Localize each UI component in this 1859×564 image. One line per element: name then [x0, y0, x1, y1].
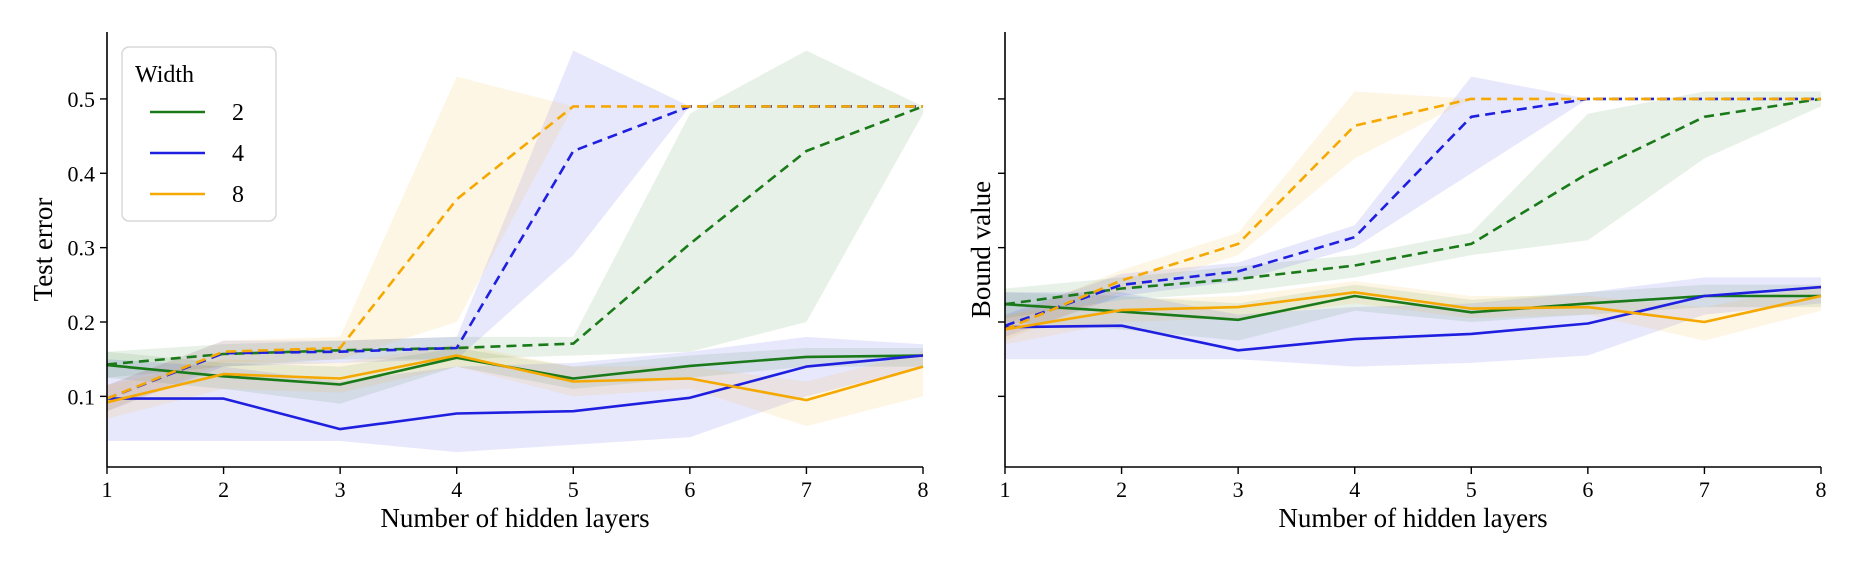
legend-title: Width: [135, 62, 194, 88]
legend-label-4: 4: [232, 141, 244, 167]
x-tick-label-test-error: 8: [918, 477, 929, 502]
line-test-error-w4-solid: [107, 354, 924, 431]
y-tick-label-test-error: 0.2: [68, 310, 96, 335]
band-bound-value-w2-dashed: [1005, 91, 1821, 319]
x-tick-label-test-error: 7: [801, 477, 812, 502]
x-tick-label-test-error: 2: [218, 477, 229, 502]
x-tick-label-test-error: 5: [568, 477, 579, 502]
legend-label-8: 8: [232, 182, 244, 208]
x-tick-label-test-error: 1: [102, 477, 113, 502]
x-axis-label-bound-value: Number of hidden layers: [1278, 503, 1547, 533]
y-tick-label-test-error: 0.4: [68, 161, 96, 186]
x-tick-label-bound-value: 6: [1582, 477, 1593, 502]
band-test-error-w2-dashed: [107, 50, 923, 378]
x-tick-label-bound-value: 7: [1699, 477, 1710, 502]
x-axis-label-test-error: Number of hidden layers: [380, 503, 649, 533]
y-axis-label-test-error: Test error: [28, 198, 58, 302]
x-tick-label-bound-value: 5: [1466, 477, 1477, 502]
x-tick-label-test-error: 4: [451, 477, 462, 502]
band-bound-value-w4-dashed: [1005, 76, 1821, 337]
band-test-error-w8-dashed: [107, 76, 923, 412]
line-bound-value-w2-solid: [1004, 294, 1821, 322]
x-tick-label-bound-value: 8: [1816, 477, 1827, 502]
line-test-error-w8-solid: [106, 354, 924, 404]
band-test-error-w2-solid: [107, 348, 923, 404]
band-bound-value-w8-solid: [1005, 281, 1821, 345]
band-test-error-w4-solid: [107, 336, 923, 453]
panel-test-error: 1 2 3 4 5 6 7 8 0.1 0.2 0.3 0.4 0.5 Number of hidden …: [28, 32, 929, 533]
line-bound-value-w4-dashed: [1004, 97, 1821, 327]
legend-label-2: 2: [232, 100, 244, 126]
band-test-error-w4-dashed: [107, 50, 923, 412]
band-bound-value-w2-solid: [1005, 284, 1821, 341]
y-axis-label-bound-value: Bound value: [966, 181, 996, 318]
panel-bound-value: 1 2 3 4 5 6 7 8 Number of hidden layers Bound val…: [966, 32, 1827, 533]
legend: Width 2 4 8: [121, 46, 277, 222]
x-tick-label-bound-value: 2: [1116, 477, 1127, 502]
x-tick-label-test-error: 6: [684, 477, 695, 502]
line-bound-value-w8-solid: [1004, 290, 1822, 331]
band-test-error-w8-solid: [107, 344, 923, 427]
x-tick-label-bound-value: 4: [1349, 477, 1360, 502]
line-bound-value-w8-dashed: [1004, 97, 1821, 331]
legend-box: [121, 46, 277, 222]
x-tick-label-bound-value: 3: [1233, 477, 1244, 502]
line-test-error-w8-dashed: [106, 105, 923, 400]
line-bound-value-w2-dashed: [1004, 97, 1822, 306]
y-tick-label-test-error: 0.3: [68, 236, 96, 261]
y-tick-label-test-error: 0.1: [68, 384, 96, 409]
x-tick-label-bound-value: 1: [1000, 477, 1011, 502]
y-tick-label-test-error: 0.5: [68, 87, 96, 112]
x-tick-label-test-error: 3: [335, 477, 346, 502]
line-bound-value-w4-solid: [1004, 285, 1822, 352]
